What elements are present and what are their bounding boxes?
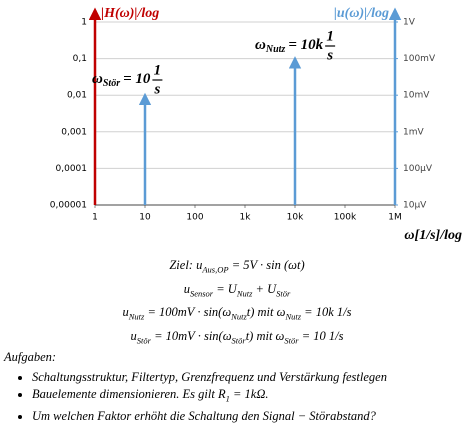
text-part: = 5V · sin (ωt) [228, 258, 305, 272]
subscript: Stör [276, 288, 291, 299]
annotation: ωNutz = 10k [255, 37, 324, 55]
task-list: Schaltungsstruktur, Filtertyp, Grenzfreq… [4, 369, 387, 425]
y-tick-label: 0,001 [61, 127, 87, 137]
text-part: = 10mV · sin(ω [150, 329, 232, 343]
chart: 0,00001 0,0001 0,001 0,01 0,1 1 10µV 100µV 1mV 10… [50, 6, 462, 243]
task-item: Bauelemente dimensionieren. Es gilt R1 =… [32, 386, 387, 408]
annotation-symbol: ω [255, 37, 266, 53]
annotation-value: = 10k [288, 37, 323, 53]
annotation: ωStör = 10 [92, 71, 151, 89]
text-part: = U [213, 282, 237, 296]
annotation-value: = 10 [123, 71, 151, 87]
tasks-heading: Aufgaben: [4, 350, 57, 364]
subscript: 1 [225, 393, 230, 404]
x-tick-label: 1M [388, 213, 402, 223]
task-item: Um welchen Faktor erhöht die Schaltung d… [32, 408, 387, 425]
text-part: = 10k 1/s [301, 305, 352, 319]
task-item: Schaltungsstruktur, Filtertyp, Grenzfreq… [32, 369, 387, 386]
text-part: Schaltungsstruktur, Filtertyp, Grenzfreq… [32, 370, 387, 384]
annotation-num: 1 [326, 28, 334, 44]
text-part: t) mit ω [245, 329, 285, 343]
y-tick-label: 0,1 [73, 54, 87, 64]
x-tick-label: 100 [186, 213, 203, 223]
y2-tick-label: 100µV [403, 164, 433, 174]
equation: uSensor = UNutz + UStör [0, 282, 474, 299]
text-part: u [183, 282, 190, 296]
subscript: Nutz [128, 311, 145, 322]
x-tick-label: 100k [334, 213, 357, 223]
x-tick-label: 10 [139, 213, 151, 223]
annotation-symbol: ω [92, 71, 103, 87]
y2-tick-label: 10µV [403, 201, 427, 211]
y-tick-label: 0,00001 [50, 201, 87, 211]
equation: uStör = 10mV · sin(ωStört) mit ωStör = 1… [0, 329, 474, 346]
y-tick-label: 0,0001 [56, 164, 88, 174]
text-part: Ziel: u [169, 258, 203, 272]
text-part: = 10 1/s [298, 329, 344, 343]
y-tick-label: 1 [81, 18, 87, 28]
y-axis-title: |H(ω)|/log [101, 6, 159, 21]
text-part: t) mit ω [246, 305, 286, 319]
subscript: Nutz [285, 311, 302, 322]
text-part: = 1kΩ. [229, 387, 269, 401]
text-part: u [122, 305, 129, 319]
text-part: u [130, 329, 137, 343]
text-part: + U [252, 282, 277, 296]
subscript: Sensor [189, 288, 214, 299]
subscript: Stör [284, 335, 299, 346]
text-part: Bauelemente dimensionieren. Es gilt R [32, 387, 226, 401]
y2-tick-label: 10mV [403, 91, 430, 101]
annotation-sub: Stör [103, 78, 120, 89]
tasks: Aufgaben: Schaltungsstruktur, Filtertyp,… [4, 350, 387, 425]
y-tick-label: 0,01 [67, 91, 87, 101]
y2-tick-label: 1mV [403, 127, 424, 137]
y2-tick-label: 100mV [403, 54, 436, 64]
y2-tick-label: 1V [403, 18, 416, 28]
y2-axis-title: |u(ω)|/log [334, 6, 389, 21]
subscript: Stör [136, 335, 151, 346]
subscript: Stör [231, 335, 246, 346]
x-tick-label: 10k [287, 213, 304, 223]
x-tick-label: 1k [240, 213, 252, 223]
annotation-den: s [326, 47, 333, 63]
subscript: Nutz [231, 311, 247, 322]
annotation-num: 1 [154, 62, 162, 78]
x-axis-title: ω[1/s]/log [404, 228, 462, 243]
text-part: = 100mV · sin(ω [144, 305, 232, 319]
subscript: Nutz [236, 288, 253, 299]
text-part: Um welchen Faktor erhöht die Schaltung d… [32, 408, 376, 423]
annotation-sub: Nutz [265, 44, 286, 55]
equation: uNutz = 100mV · sin(ωNutzt) mit ωNutz = … [0, 305, 474, 322]
annotation-den: s [153, 81, 160, 97]
x-tick-label: 1 [92, 213, 98, 223]
subscript: Aus,OP [202, 264, 229, 275]
equation: Ziel: uAus,OP = 5V · sin (ωt) [0, 258, 474, 275]
